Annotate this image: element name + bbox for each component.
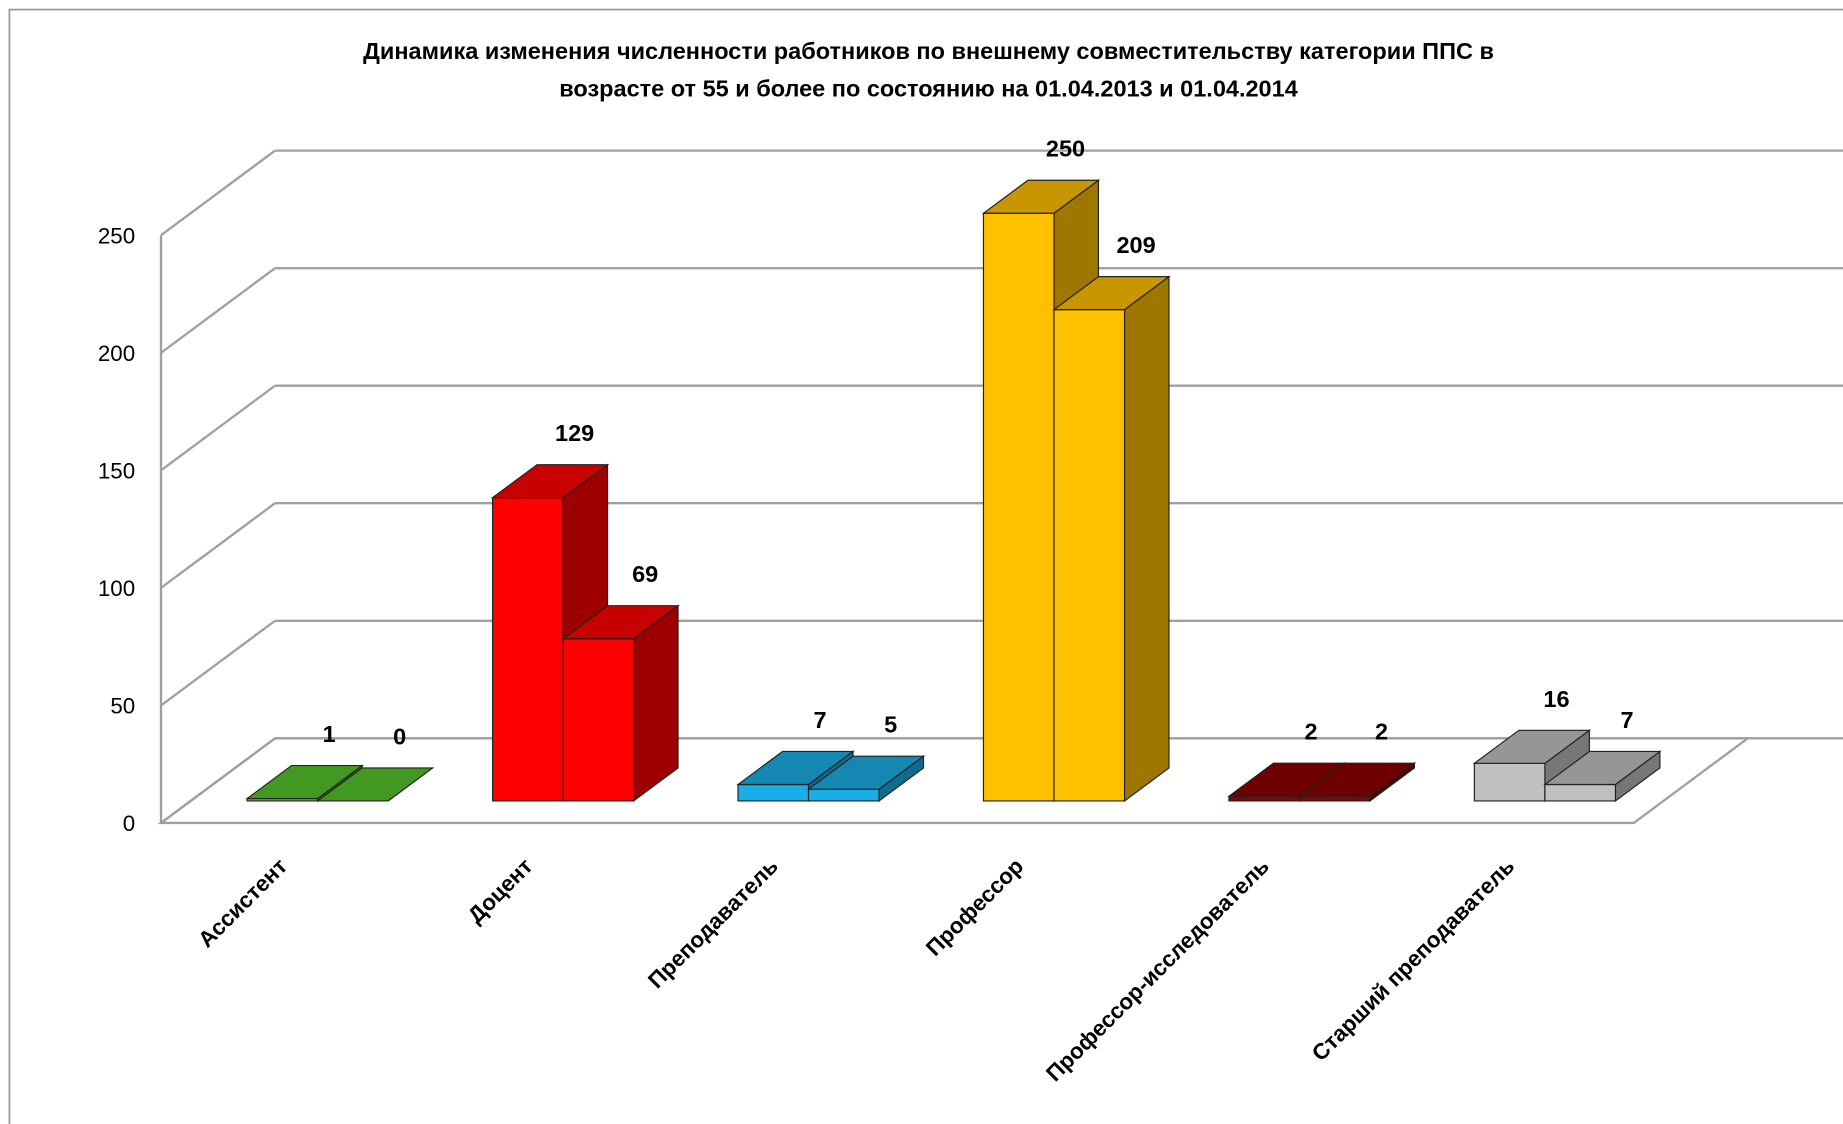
bar-top (245, 764, 364, 800)
value-label: 250 (1046, 136, 1085, 162)
value-label: 69 (632, 561, 658, 587)
grid-line (160, 384, 276, 472)
value-label: 7 (1620, 707, 1633, 733)
bar-top (1297, 762, 1417, 797)
bar-front (737, 783, 810, 802)
value-label: 209 (1116, 232, 1155, 258)
bar-top (315, 767, 435, 802)
value-label: 2 (1304, 719, 1317, 745)
bar-side (1123, 275, 1170, 803)
bar-front (562, 638, 635, 802)
grid-line (160, 502, 276, 589)
grid-line (160, 619, 276, 707)
y-tick-label: 100 (98, 576, 135, 601)
value-label: 2 (1375, 719, 1388, 745)
bar-top (806, 755, 926, 790)
bar-front (491, 497, 564, 802)
bar-side (633, 604, 679, 803)
bar-front (1298, 795, 1371, 802)
bar-front (1228, 795, 1301, 802)
value-label: 129 (555, 420, 594, 446)
bar-top (1543, 750, 1662, 786)
y-tick-label: 150 (98, 459, 135, 484)
bar-front (1473, 762, 1546, 802)
y-tick-label: 50 (110, 694, 135, 719)
bar-top (1052, 276, 1171, 311)
grid-line (160, 149, 276, 237)
bar-top (1472, 729, 1592, 764)
bar-front (807, 788, 880, 802)
value-label: 5 (884, 712, 897, 738)
bar-front (1544, 783, 1617, 802)
chart-title: возрасте от 55 и более по состоянию на 0… (559, 76, 1297, 102)
y-tick-label: 250 (98, 223, 135, 248)
bar-top (561, 605, 680, 640)
value-label: 7 (814, 707, 827, 733)
grid-line (160, 267, 276, 354)
value-label: 16 (1543, 686, 1569, 712)
chart-frame (8, 8, 1843, 1124)
bar-top (736, 750, 855, 786)
y-tick-label: 0 (123, 811, 135, 836)
y-tick-label: 200 (98, 341, 135, 366)
grid-line (160, 737, 276, 824)
chart-title: Динамика изменения численности работнико… (363, 38, 1494, 64)
bar-top (490, 464, 610, 499)
value-label: 1 (323, 721, 336, 747)
bar-front (1053, 309, 1126, 802)
value-label: 0 (393, 723, 406, 749)
bar-front (982, 212, 1055, 802)
bar-top (981, 179, 1101, 214)
